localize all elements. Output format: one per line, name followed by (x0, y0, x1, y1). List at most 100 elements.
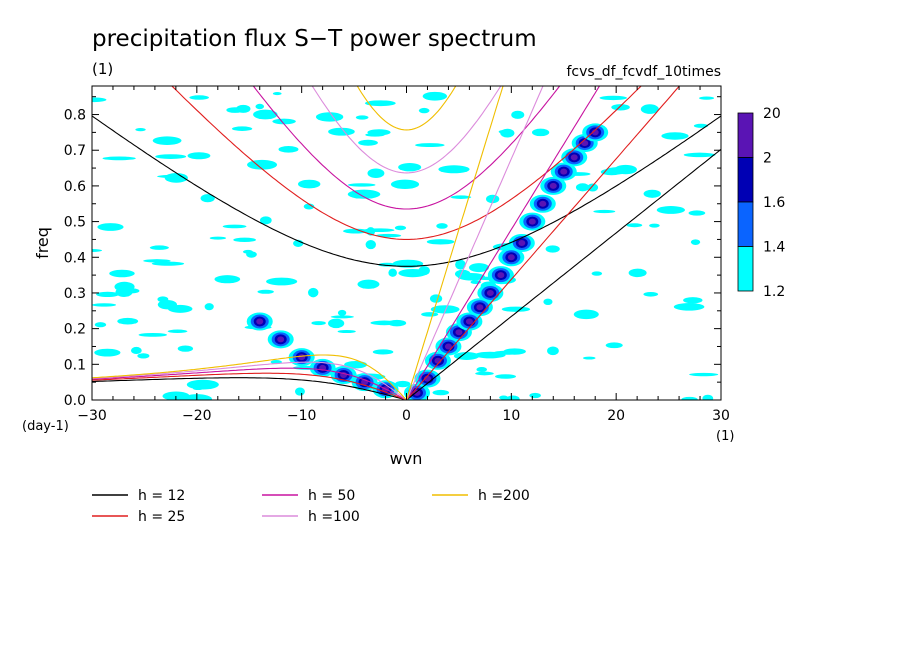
kelvin-band-core (444, 343, 452, 350)
noise-blob (102, 156, 136, 161)
x-axis-label: wvn (390, 449, 423, 468)
noise-blob (436, 223, 448, 229)
chart-subtitle-left: (1) (92, 60, 113, 78)
noise-blob (357, 279, 380, 289)
noise-blob (343, 228, 369, 234)
noise-blob (117, 317, 139, 325)
noise-blob (365, 100, 396, 107)
noise-blob (328, 318, 345, 329)
noise-blob (358, 139, 378, 146)
noise-blob (115, 287, 133, 297)
noise-blob (702, 394, 714, 400)
rossby-band-core (277, 336, 285, 343)
noise-blob (92, 97, 107, 103)
noise-blob (474, 351, 506, 359)
y-tick-label: 0.8 (64, 108, 86, 124)
noise-blob (155, 154, 187, 159)
noise-blob (688, 210, 706, 216)
noise-blob (495, 374, 516, 379)
legend-label: h = 12 (138, 488, 185, 504)
noise-blob (394, 225, 407, 231)
kelvin-band-core (518, 240, 526, 246)
noise-blob (137, 353, 150, 359)
noise-blob (186, 379, 219, 390)
noise-blob (315, 112, 344, 122)
noise-blob (344, 361, 368, 369)
noise-blob (455, 259, 466, 270)
noise-blob (162, 391, 190, 400)
legend-label: h = 50 (308, 488, 355, 504)
noise-blob (681, 396, 698, 400)
noise-blob (209, 236, 227, 240)
noise-blob (152, 136, 182, 145)
noise-blob (593, 209, 616, 214)
rossby-curve (92, 361, 407, 400)
noise-blob (367, 168, 385, 179)
inertia-gravity-curve (252, 86, 561, 210)
noise-blob (501, 306, 531, 312)
noise-blob (475, 371, 494, 376)
noise-blob (365, 240, 376, 250)
noise-blob (430, 305, 460, 314)
colorbar-label: 2 (763, 151, 772, 167)
noise-blob (661, 132, 689, 140)
kelvin-curve (406, 86, 601, 400)
y-tick-label: 0.7 (64, 143, 86, 159)
kelvin-curve (406, 148, 721, 400)
colorbar-label: 1.2 (763, 284, 785, 300)
noise-blob (421, 312, 439, 317)
noise-blob (582, 356, 596, 360)
colorbar-label: 1.4 (763, 240, 785, 256)
noise-blob (266, 277, 298, 286)
kelvin-band-core (497, 272, 505, 279)
noise-blob (311, 321, 326, 326)
noise-blob (429, 294, 443, 303)
colorbar-swatch (737, 157, 754, 203)
noise-blob (575, 183, 590, 192)
noise-blob (591, 271, 603, 276)
y-tick-label: 0.0 (64, 393, 86, 409)
noise-blob (222, 224, 247, 229)
y-axis-unit: (day-1) (22, 419, 69, 434)
x-axis-unit: (1) (716, 429, 734, 444)
noise-blob (231, 126, 253, 131)
rossby-band-core (256, 318, 264, 325)
noise-blob (149, 245, 169, 250)
rossby-curve (92, 367, 407, 400)
noise-blob (337, 329, 356, 334)
noise-blob (297, 179, 321, 189)
noise-blob (94, 348, 121, 357)
noise-blob (699, 96, 715, 100)
noise-blob (135, 127, 146, 132)
noise-blob (450, 195, 472, 199)
noise-blob (337, 309, 347, 316)
noise-blob (92, 249, 103, 252)
noise-blob (656, 206, 685, 214)
y-tick-label: 0.5 (64, 215, 86, 231)
colorbar-label: 1.6 (763, 195, 785, 211)
chart-subtitle-right: fcvs_df_fcvdf_10times (567, 64, 722, 80)
noise-blob (372, 349, 394, 355)
x-tick-label: −10 (287, 408, 317, 424)
dispersion-curves (92, 86, 721, 400)
noise-blob (330, 315, 354, 319)
chart-title: precipitation flux S−T power spectrum (92, 26, 537, 52)
noise-blob (294, 387, 305, 396)
noise-blob (192, 387, 204, 391)
x-tick-label: 0 (402, 408, 411, 424)
kelvin-curve (405, 86, 544, 400)
noise-blob (476, 366, 488, 373)
y-tick-label: 0.3 (64, 286, 86, 302)
noise-blob (97, 223, 124, 231)
noise-blob (138, 332, 168, 337)
noise-blob (422, 91, 448, 101)
inertia-gravity-curve (92, 115, 721, 267)
noise-blob (167, 329, 188, 334)
noise-blob (426, 239, 455, 245)
noise-blob (200, 194, 215, 203)
noise-blob (370, 320, 399, 326)
legend-label: h = 25 (138, 509, 185, 525)
colorbar-swatch (737, 201, 754, 247)
kelvin-band-core (528, 218, 536, 225)
